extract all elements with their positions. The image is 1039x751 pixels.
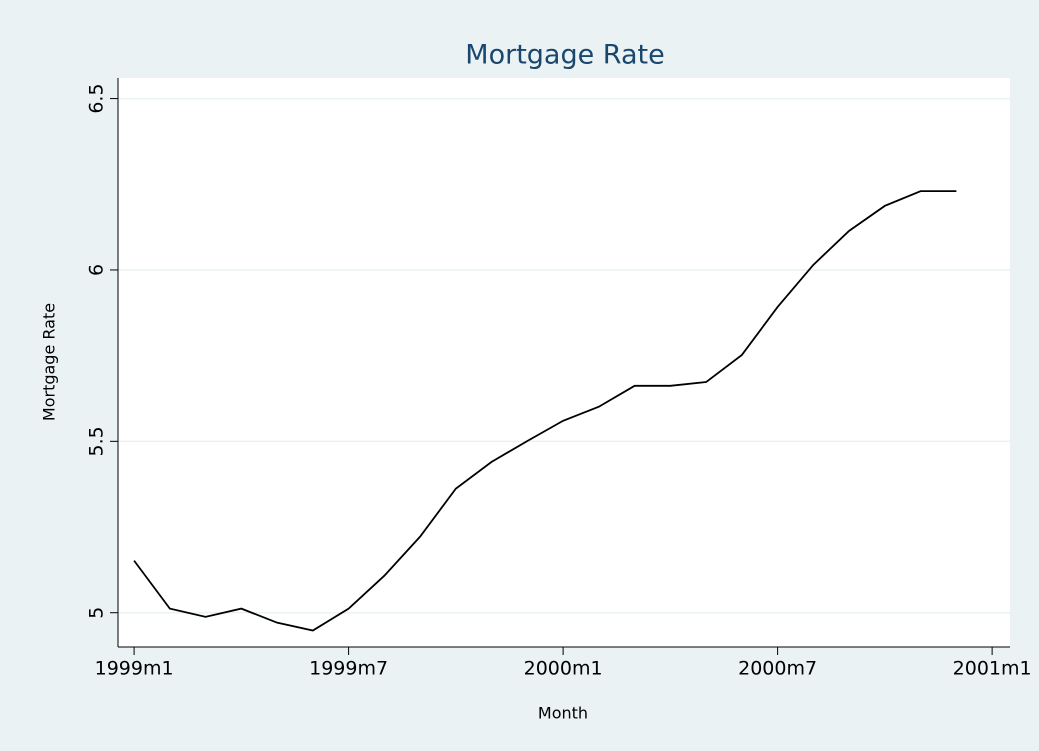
- plot-area: [118, 78, 1010, 647]
- x-tick-label: 2000m7: [738, 658, 817, 680]
- y-tick-label: 5.5: [86, 426, 108, 456]
- x-tick-label: 2001m1: [953, 658, 1032, 680]
- x-tick-label: 2000m1: [524, 658, 603, 680]
- x-tick-label: 1999m1: [95, 658, 174, 680]
- chart-title: Mortgage Rate: [465, 40, 664, 71]
- x-axis-title: Month: [538, 704, 588, 723]
- data-line: [133, 190, 957, 632]
- y-axis-title: Mortgage Rate: [40, 303, 59, 421]
- y-tick-label: 5: [86, 607, 108, 619]
- x-tick-label: 1999m7: [309, 658, 388, 680]
- y-tick-label: 6: [86, 264, 108, 276]
- y-tick-label: 6.5: [86, 83, 108, 113]
